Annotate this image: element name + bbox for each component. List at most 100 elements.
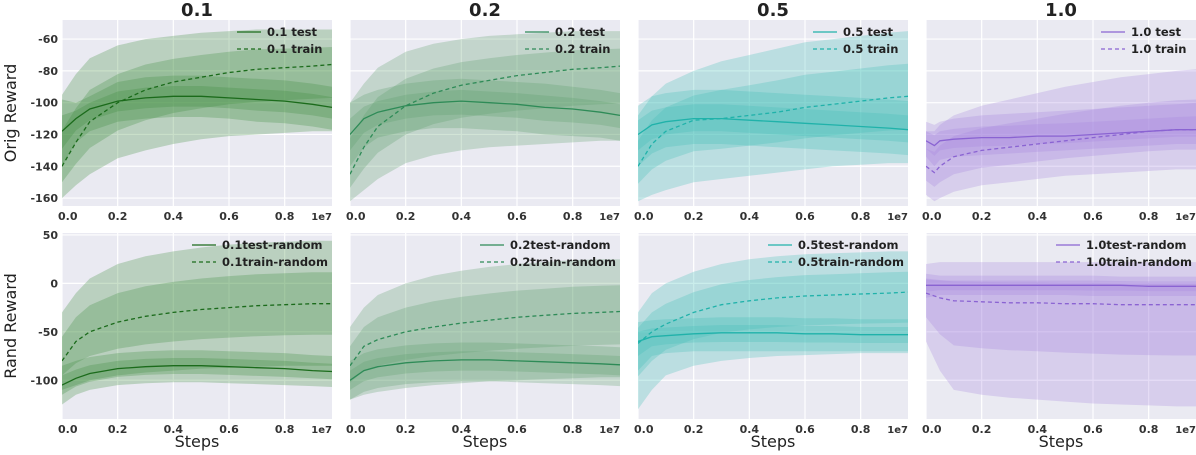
legend-label: 0.1test-random <box>222 238 323 252</box>
legend-label: 0.2 test <box>555 25 606 39</box>
x-tick-label: 0.8 <box>851 210 871 223</box>
x-multiplier: 1e7 <box>887 212 908 223</box>
y-tick-label: -140 <box>30 160 58 173</box>
x-tick-label: 0.8 <box>563 210 583 223</box>
band-0-1-train <box>62 29 332 199</box>
band-1-0-train <box>926 69 1196 202</box>
band-inner-0-5-train <box>638 63 908 184</box>
x-tick-label: 0.4 <box>740 210 760 223</box>
x-multiplier: 1e7 <box>1175 425 1196 436</box>
band-0-1train-random <box>62 240 332 390</box>
x-tick-label: 0.6 <box>795 210 815 223</box>
y-tick-label: -50 <box>38 326 58 339</box>
band-inner-0-1-test <box>62 86 332 149</box>
x-tick-label: 0.4 <box>1028 423 1048 436</box>
band-0-5-test <box>638 89 908 167</box>
band-0-2-test <box>350 78 620 167</box>
x-tick-label: 0.0 <box>58 423 78 436</box>
band-0-5test-random <box>638 317 908 371</box>
x-tick-label: 0.2 <box>396 210 416 223</box>
panel-title: 0.5 <box>757 0 789 21</box>
x-multiplier: 1e7 <box>311 212 332 223</box>
band-inner-0-2-train <box>350 48 620 188</box>
y-tick-label: -100 <box>30 374 58 387</box>
series-line-0-2train-random <box>350 310 620 367</box>
x-tick-label: 0.0 <box>58 210 78 223</box>
legend-label: 0.2test-random <box>510 238 611 252</box>
band-1-0train-random <box>926 262 1196 407</box>
x-tick-label: 0.0 <box>922 423 942 436</box>
x-tick-label: 0.6 <box>219 210 239 223</box>
x-tick-label: 0.6 <box>1083 210 1103 223</box>
panel-1-3: 0.0 0.2 0.4 0.6 0.8 1e7Steps1.0test-random1.0… <box>922 233 1196 451</box>
x-multiplier: 1e7 <box>599 212 620 223</box>
x-tick-label: 0.8 <box>275 423 295 436</box>
band-inner-0-1-train <box>62 47 332 183</box>
y-tick-label: -100 <box>30 97 58 110</box>
y-tick-label: 50 <box>43 229 59 242</box>
x-multiplier: 1e7 <box>1175 212 1196 223</box>
band-0-1test-random <box>62 350 332 405</box>
band-inner-0-5-test <box>638 104 908 151</box>
x-axis-label: Steps <box>175 432 220 451</box>
y-tick-label: -120 <box>30 128 58 141</box>
panel-0-3: 0.0 0.2 0.4 0.6 0.8 1e7 1.0 1.0 test 1.0 train <box>922 0 1196 223</box>
x-tick-label: 0.4 <box>452 210 472 223</box>
x-tick-label: 0.4 <box>164 423 184 436</box>
y-tick-label: -160 <box>30 192 58 205</box>
series-line-1-0train-random <box>926 292 1196 306</box>
x-tick-label: 0.6 <box>795 423 815 436</box>
legend: 0.5 test 0.5 train <box>813 25 898 56</box>
band-0-5train-random <box>638 251 908 410</box>
legend-label: 0.2 train <box>555 42 610 56</box>
x-tick-label: 0.2 <box>972 423 992 436</box>
series-line-1-0-train <box>926 129 1196 174</box>
x-tick-label: 0.2 <box>108 423 128 436</box>
x-tick-label: 0.0 <box>634 423 654 436</box>
x-tick-label: 0.2 <box>684 423 704 436</box>
x-tick-label: 0.4 <box>1028 210 1048 223</box>
x-tick-label: 0.8 <box>1139 210 1159 223</box>
legend-label: 1.0test-random <box>1086 238 1187 252</box>
x-tick-label: 0.8 <box>1139 423 1159 436</box>
panel-0-2: 0.0 0.2 0.4 0.6 0.8 1e7 0.5 0.5 test 0.5 train <box>634 0 908 223</box>
x-tick-label: 0.8 <box>275 210 295 223</box>
legend-label: 0.5 train <box>843 42 898 56</box>
x-tick-label: 0.4 <box>740 423 760 436</box>
legend-label: 0.1train-random <box>222 255 328 269</box>
band-0-1-test <box>62 75 332 167</box>
x-tick-label: 0.8 <box>563 423 583 436</box>
x-tick-label: 0.0 <box>346 210 366 223</box>
legend-label: 0.1 test <box>267 25 318 39</box>
plot-area <box>926 20 1196 206</box>
legend-label: 1.0train-random <box>1086 255 1192 269</box>
x-tick-label: 0.2 <box>684 210 704 223</box>
legend-label: 0.5test-random <box>798 238 899 252</box>
y-axis-label: Rand Reward <box>1 273 20 379</box>
x-tick-label: 0.2 <box>972 210 992 223</box>
series-line-0-2-train <box>350 65 620 175</box>
plot-area <box>638 233 908 419</box>
series-line-0-5test-random <box>638 332 908 343</box>
x-multiplier: 1e7 <box>887 425 908 436</box>
y-tick-label: -80 <box>38 65 58 78</box>
x-tick-label: 0.4 <box>164 210 184 223</box>
band-0-2test-random <box>350 342 620 400</box>
panel-1-0: 0.0 0.2 0.4 0.6 0.8 1e7 -100 -50 0 50 Rand Reward S… <box>1 229 332 451</box>
panel-title: 0.2 <box>469 0 501 21</box>
x-tick-label: 0.0 <box>922 210 942 223</box>
band-0-2-train <box>350 31 620 202</box>
series-line-0-5-test <box>638 117 908 136</box>
x-tick-label: 0.8 <box>851 423 871 436</box>
band-inner-1-0train-random <box>926 278 1196 356</box>
legend: 0.1 test 0.1 train <box>237 25 322 56</box>
series-line-0-1train-random <box>62 303 332 362</box>
legend: 0.2test-random 0.2train-random <box>480 238 616 269</box>
x-tick-label: 0.2 <box>108 210 128 223</box>
series-line-0-1-test <box>62 95 332 132</box>
legend: 1.0 test 1.0 train <box>1101 25 1186 56</box>
x-multiplier: 1e7 <box>311 425 332 436</box>
legend-label: 1.0 train <box>1131 42 1186 56</box>
series-line-0-5-train <box>638 95 908 167</box>
